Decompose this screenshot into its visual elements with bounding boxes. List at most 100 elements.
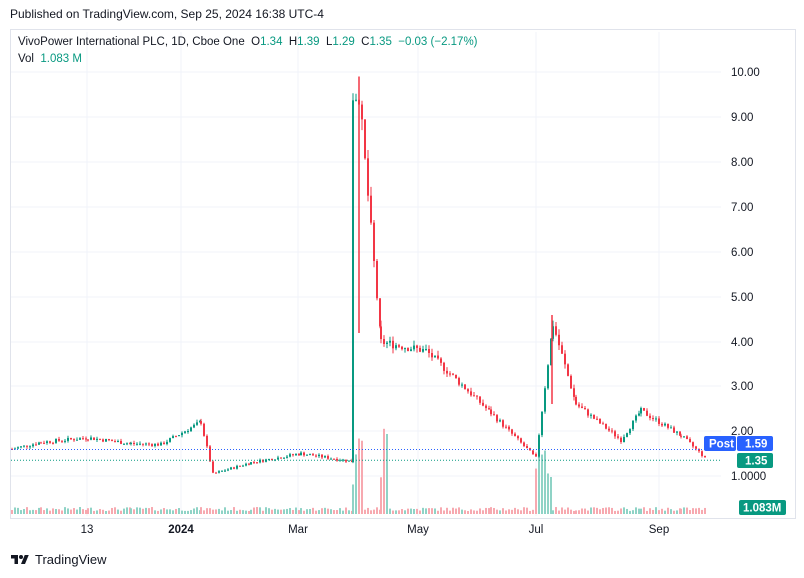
candle-body [505, 426, 507, 428]
volume-bar [111, 507, 113, 514]
volume-bar [178, 508, 180, 514]
candle-body [410, 349, 412, 351]
price-axis: 10.00 9.00 8.00 7.00 6.00 5.00 4.00 3.00 2.00 1.0… [731, 67, 766, 483]
candle-body [386, 342, 388, 344]
candle-body [596, 418, 598, 420]
chart-pane[interactable] [10, 29, 796, 519]
volume-bar [532, 509, 534, 514]
volume-bar [664, 510, 666, 514]
x-tick-label: 2024 [168, 524, 194, 536]
volume-bar [114, 507, 116, 514]
volume-bar [196, 507, 198, 514]
candle-body [114, 441, 116, 443]
volume-bar [259, 507, 261, 514]
candle-body [679, 431, 681, 436]
candle-body [599, 418, 601, 424]
candle-body [538, 435, 540, 457]
volume-legend: Vol 1.083 M [18, 53, 82, 65]
volume-bar [230, 510, 232, 514]
volume-bar [212, 509, 214, 514]
volume-bar [38, 507, 40, 514]
volume-bar [300, 508, 302, 514]
volume-bar [626, 508, 628, 514]
volume-bar [130, 508, 132, 514]
candle-body [383, 339, 385, 344]
volume-bar [73, 508, 75, 514]
candle-body [178, 435, 180, 437]
candle-body [17, 447, 19, 449]
candle-body [541, 411, 543, 436]
volume-bar [61, 510, 63, 514]
volume-bar [102, 509, 104, 514]
volume-bar [342, 510, 344, 514]
candle-body [105, 439, 107, 442]
volume-bar [398, 510, 400, 514]
volume-bar [283, 509, 285, 514]
published-caption: Published on TradingView.com, Sep 25, 20… [10, 7, 324, 21]
candle-body [532, 450, 534, 455]
candle-body [300, 452, 302, 456]
y-tick-label: 2.00 [731, 426, 753, 438]
y-tick-label: 7.00 [731, 202, 753, 214]
candle-body [455, 374, 457, 379]
candle-body [431, 353, 433, 358]
candle-body [259, 459, 261, 463]
candle-body [655, 418, 657, 420]
candle-body [614, 431, 616, 437]
candle-body [175, 436, 177, 438]
volume-bar [584, 508, 586, 514]
volume-bar [348, 510, 350, 514]
candle-body [570, 375, 572, 389]
volume-bar [200, 507, 202, 514]
volume-bar [358, 438, 360, 514]
candle-body [268, 458, 270, 460]
candle-body [564, 353, 566, 365]
candle-body [99, 438, 101, 440]
time-axis: 13 2024 Mar May Jul Sep [81, 524, 670, 536]
candle-body [339, 460, 341, 462]
candle-body [102, 439, 104, 442]
footer-brand[interactable]: TradingView [10, 552, 107, 567]
volume-bar [292, 509, 294, 514]
volume-bar [443, 510, 445, 514]
volume-bar [535, 468, 537, 514]
volume-bar [108, 510, 110, 514]
volume-bar [502, 508, 504, 514]
volume-bar [333, 510, 335, 514]
candle-body [209, 446, 211, 462]
volume-bar [437, 510, 439, 514]
candle-body [172, 436, 174, 439]
candle-body [695, 446, 697, 449]
volume-bar [541, 454, 543, 514]
candle-body [245, 463, 247, 466]
volume-bar [547, 473, 549, 514]
volume-bar [479, 508, 481, 514]
candle-body [473, 395, 475, 397]
volume-bar [392, 510, 394, 514]
candle-body [499, 420, 501, 422]
volume-bar [11, 510, 13, 514]
volume-bar [550, 476, 552, 514]
volume-bar [511, 509, 513, 514]
close-value: 1.35 [369, 36, 392, 48]
post-price-badge: Post 1.59 [704, 436, 773, 451]
volume-bar [239, 509, 241, 514]
volume-bar [373, 509, 375, 514]
candle-body [79, 438, 81, 440]
candle-body [561, 345, 563, 354]
volume-bar [440, 507, 442, 514]
candle-body [148, 443, 150, 445]
candle-body [221, 470, 223, 472]
volume-bar [661, 508, 663, 514]
volume-bar [419, 510, 421, 514]
volume-bar [85, 509, 87, 514]
volume-bar [446, 507, 448, 514]
candle-body [404, 348, 406, 350]
volume-bar [139, 507, 141, 514]
volume-bar [303, 510, 305, 514]
volume-bar [262, 510, 264, 514]
candle-body [380, 326, 382, 340]
post-label: Post [709, 439, 734, 451]
volume-bar [552, 510, 554, 514]
